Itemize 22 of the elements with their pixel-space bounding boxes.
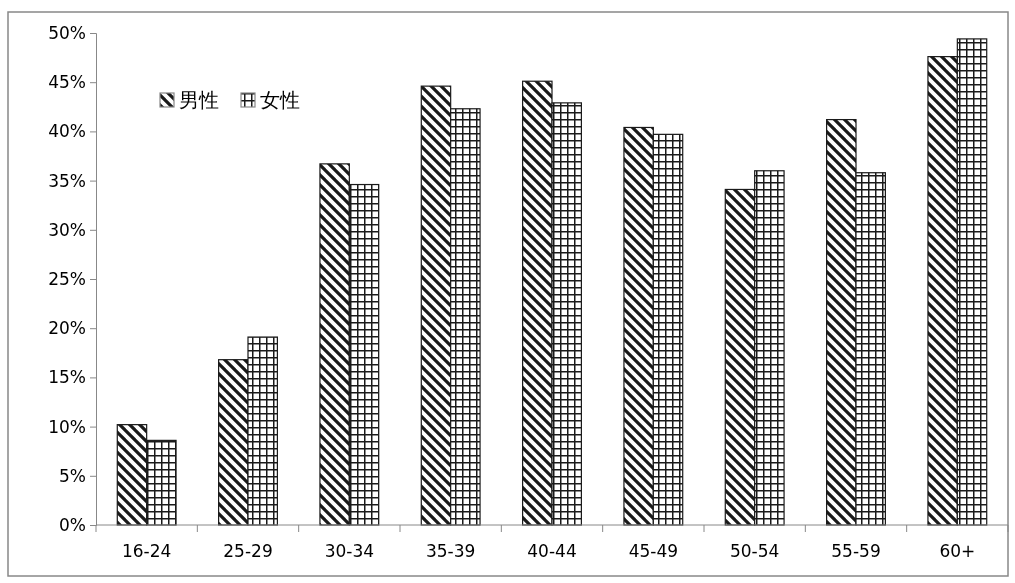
y-tick-label: 35% — [48, 170, 86, 191]
y-tick-label: 40% — [48, 121, 86, 142]
y-tick-label: 30% — [48, 219, 86, 240]
x-tick-label: 50-54 — [729, 541, 780, 561]
legend-label: 女性 — [260, 88, 300, 112]
x-tick-label: 30-34 — [324, 541, 375, 561]
y-tick-label: 15% — [48, 367, 86, 388]
x-tick-label: 25-29 — [223, 541, 273, 561]
y-tick-label: 25% — [48, 268, 86, 289]
y-tick-label: 10% — [48, 416, 86, 437]
y-tick-label: 45% — [48, 72, 86, 93]
x-tick-label: 55-59 — [831, 541, 881, 561]
x-tick-label: 45-49 — [628, 541, 679, 561]
y-tick-label: 5% — [59, 465, 86, 486]
x-tick-label: 60+ — [939, 541, 976, 561]
y-tick-label: 0% — [59, 514, 86, 535]
x-tick-label: 16-24 — [121, 541, 172, 561]
x-tick-label: 40-44 — [527, 541, 577, 561]
legend-label: 男性 — [179, 88, 219, 112]
x-tick-label: 35-39 — [425, 541, 476, 561]
y-tick-label: 50% — [48, 22, 86, 43]
y-tick-label: 20% — [48, 318, 86, 339]
